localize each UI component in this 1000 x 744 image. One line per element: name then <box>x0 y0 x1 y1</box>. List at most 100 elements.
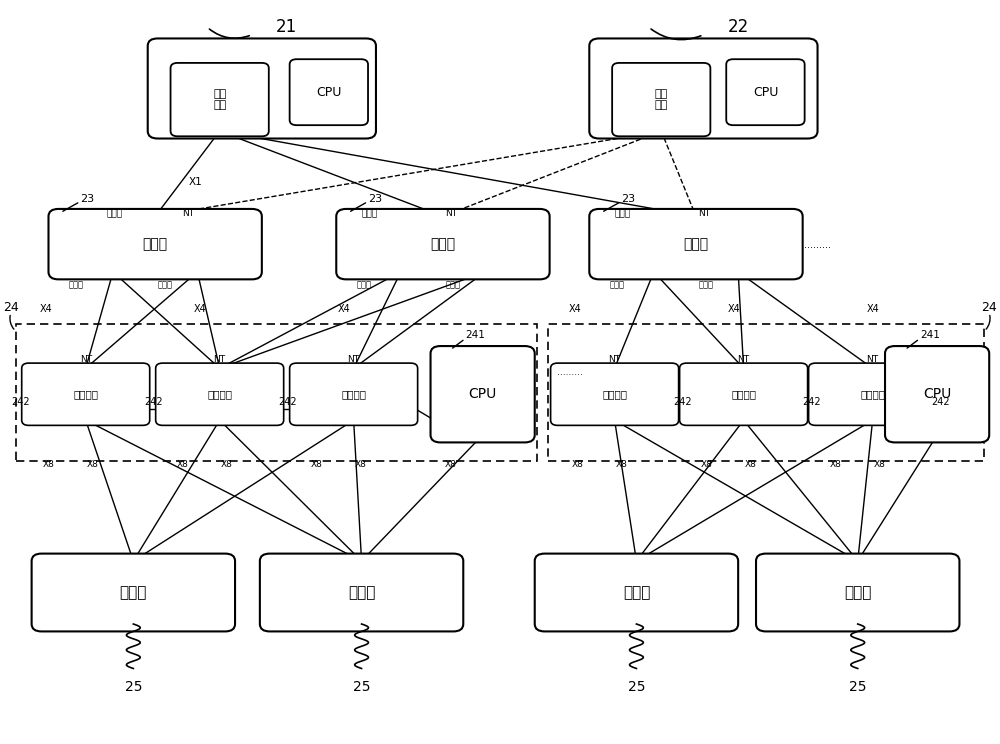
FancyBboxPatch shape <box>535 554 738 632</box>
Text: X4: X4 <box>727 304 740 314</box>
Text: 242: 242 <box>145 397 163 407</box>
Text: NT: NT <box>214 355 226 364</box>
FancyBboxPatch shape <box>156 363 284 426</box>
Text: 交换芯片: 交换芯片 <box>860 389 885 400</box>
FancyBboxPatch shape <box>290 60 368 125</box>
Text: X4: X4 <box>866 304 879 314</box>
Text: 上端口: 上端口 <box>106 209 122 218</box>
Text: 242: 242 <box>803 397 821 407</box>
Text: X4: X4 <box>40 304 52 314</box>
Text: 24: 24 <box>981 301 997 314</box>
Text: X8: X8 <box>43 460 54 469</box>
FancyBboxPatch shape <box>32 554 235 632</box>
Text: 23: 23 <box>621 194 635 205</box>
Text: 交换卡: 交换卡 <box>430 237 455 251</box>
Text: 交换芯片: 交换芯片 <box>602 389 627 400</box>
Text: 241: 241 <box>920 330 940 340</box>
Text: X4: X4 <box>337 304 350 314</box>
FancyBboxPatch shape <box>809 363 937 426</box>
Text: X8: X8 <box>700 460 712 469</box>
Text: NT: NT <box>445 209 458 218</box>
Text: NT: NT <box>348 355 360 364</box>
Text: X8: X8 <box>355 460 367 469</box>
Text: X8: X8 <box>745 460 757 469</box>
Text: NT: NT <box>80 355 92 364</box>
Text: X8: X8 <box>310 460 322 469</box>
Text: CPU: CPU <box>469 387 497 401</box>
Text: 23: 23 <box>368 194 382 205</box>
Text: CPU: CPU <box>923 387 951 401</box>
Text: X8: X8 <box>444 460 456 469</box>
FancyBboxPatch shape <box>290 363 418 426</box>
FancyBboxPatch shape <box>726 60 805 125</box>
Text: X8: X8 <box>221 460 233 469</box>
Text: 交换
芯片: 交换 芯片 <box>213 89 226 110</box>
Text: 22: 22 <box>728 19 749 36</box>
Text: 交换芯片: 交换芯片 <box>207 389 232 400</box>
Text: 25: 25 <box>125 680 142 694</box>
FancyBboxPatch shape <box>148 39 376 138</box>
FancyBboxPatch shape <box>885 346 989 443</box>
Text: X1: X1 <box>188 176 202 187</box>
Text: 业务卡: 业务卡 <box>120 585 147 600</box>
Text: X8: X8 <box>829 460 841 469</box>
Text: NT: NT <box>182 209 195 218</box>
Text: 242: 242 <box>674 397 692 407</box>
Text: 下端口: 下端口 <box>68 280 83 289</box>
Text: X8: X8 <box>87 460 99 469</box>
FancyBboxPatch shape <box>756 554 959 632</box>
Text: .........: ......... <box>804 240 831 249</box>
Text: 交换
芯片: 交换 芯片 <box>655 89 668 110</box>
Text: 242: 242 <box>279 397 297 407</box>
Text: X4: X4 <box>193 304 206 314</box>
Text: 下端口: 下端口 <box>609 280 624 289</box>
Text: 25: 25 <box>353 680 370 694</box>
Text: 交换芯片: 交换芯片 <box>731 389 756 400</box>
Text: 上端口: 上端口 <box>361 209 377 218</box>
Text: 下端口: 下端口 <box>356 280 371 289</box>
Text: CPU: CPU <box>753 86 778 99</box>
Text: X8: X8 <box>571 460 583 469</box>
Text: 242: 242 <box>932 397 950 407</box>
Bar <box>548 324 984 461</box>
Text: 21: 21 <box>276 19 297 36</box>
Text: 业务卡: 业务卡 <box>623 585 650 600</box>
FancyBboxPatch shape <box>680 363 808 426</box>
Text: 23: 23 <box>80 194 94 205</box>
Text: 交换卡: 交换卡 <box>683 237 708 251</box>
FancyBboxPatch shape <box>336 209 550 279</box>
Text: .........: ......... <box>557 368 582 376</box>
Text: NT: NT <box>698 209 711 218</box>
Text: 交换芯片: 交换芯片 <box>341 389 366 400</box>
Text: 25: 25 <box>628 680 645 694</box>
FancyBboxPatch shape <box>589 39 818 138</box>
Text: 上端口: 上端口 <box>614 209 630 218</box>
Text: NT: NT <box>867 355 879 364</box>
Text: 下端口: 下端口 <box>158 280 173 289</box>
Text: 业务卡: 业务卡 <box>844 585 871 600</box>
Text: 交换卡: 交换卡 <box>142 237 167 251</box>
Text: X4: X4 <box>569 304 581 314</box>
Text: NT: NT <box>609 355 621 364</box>
Text: X8: X8 <box>874 460 886 469</box>
FancyBboxPatch shape <box>589 209 803 279</box>
FancyBboxPatch shape <box>22 363 150 426</box>
Text: CPU: CPU <box>316 86 342 99</box>
Text: 241: 241 <box>465 330 485 340</box>
Text: 下端口: 下端口 <box>445 280 460 289</box>
Text: 25: 25 <box>849 680 866 694</box>
FancyBboxPatch shape <box>612 63 710 136</box>
FancyBboxPatch shape <box>431 346 535 443</box>
FancyBboxPatch shape <box>260 554 463 632</box>
Text: 交换芯片: 交换芯片 <box>73 389 98 400</box>
Text: 下端口: 下端口 <box>698 280 713 289</box>
Text: 24: 24 <box>3 301 19 314</box>
FancyBboxPatch shape <box>171 63 269 136</box>
Text: X8: X8 <box>616 460 628 469</box>
Text: NT: NT <box>738 355 750 364</box>
Text: 242: 242 <box>11 397 29 407</box>
Bar <box>16 324 537 461</box>
Text: X8: X8 <box>177 460 188 469</box>
FancyBboxPatch shape <box>48 209 262 279</box>
Text: 业务卡: 业务卡 <box>348 585 375 600</box>
